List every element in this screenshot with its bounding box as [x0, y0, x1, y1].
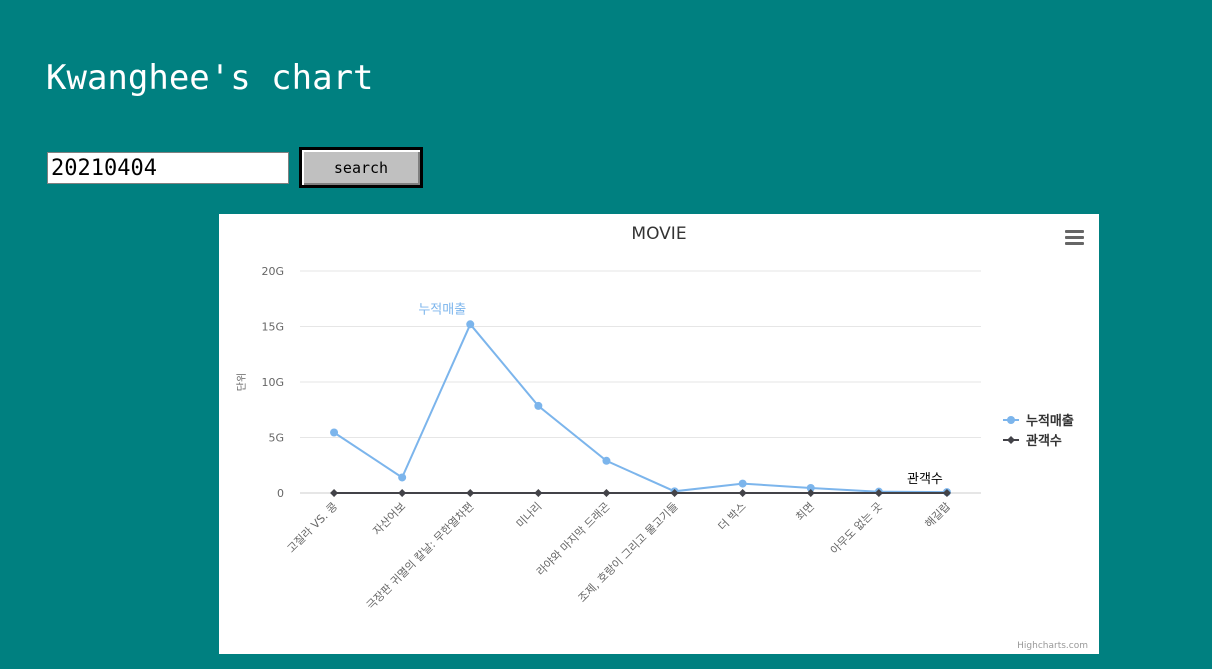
series-point-2 [330, 489, 339, 497]
page-title: Kwanghee's chart [46, 58, 374, 98]
series-point-2 [874, 489, 883, 497]
x-tick-label: 최면 [793, 500, 817, 524]
series-point-2 [942, 489, 951, 497]
legend-item-2[interactable]: 관객수 [1026, 433, 1062, 449]
x-tick-label: 아무도 없는 곳 [828, 500, 885, 557]
x-tick-label: 미나리 [514, 500, 545, 531]
x-tick-label: 자산어보 [370, 500, 408, 538]
x-tick-label: 라야와 마지막 드래곤 [534, 500, 613, 579]
x-tick-label: 더 박스 [716, 500, 749, 533]
series-point-2 [670, 489, 679, 497]
series-point-2 [602, 489, 611, 497]
y-axis-title: 단위 [235, 373, 248, 391]
series-point-2 [466, 489, 475, 497]
y-tick-label: 10G [261, 376, 284, 389]
series-point-1 [738, 479, 747, 488]
series-point-1 [466, 320, 475, 329]
series-point-1 [534, 401, 543, 410]
y-tick-label: 20G [261, 265, 284, 278]
date-input[interactable] [47, 152, 289, 184]
legend-marker-1 [1007, 416, 1015, 424]
series-point-2 [738, 489, 747, 497]
series-point-2 [806, 489, 815, 497]
y-tick-label: 15G [261, 321, 284, 334]
series-label-1: 누적매출 [418, 302, 466, 317]
search-button[interactable]: search [299, 147, 423, 188]
chart-panel: MOVIE 0 5G 10G 15G 20G 단위 고질라 VS. 콩 자산어보 극장판 귀멸의 … [219, 214, 1099, 654]
hamburger-menu-icon[interactable] [1065, 228, 1085, 246]
x-tick-label: 해길랍 [922, 499, 953, 530]
series-line-1 [333, 322, 947, 494]
highcharts-credits[interactable]: Highcharts.com [1017, 641, 1088, 651]
series-point-2 [398, 489, 407, 497]
chart-title: MOVIE [631, 224, 686, 244]
series-point-1 [602, 456, 611, 465]
x-tick-label: 고질라 VS. 콩 [285, 500, 340, 555]
series-point-1 [806, 484, 815, 493]
legend-marker-2 [1007, 436, 1015, 444]
y-tick-label: 5G [268, 432, 284, 445]
series-label-2: 관객수 [907, 472, 943, 487]
legend-item-1[interactable]: 누적매출 [1026, 413, 1074, 429]
series-point-1 [398, 473, 407, 482]
series-point-2 [534, 489, 543, 497]
series-point-1 [330, 428, 339, 437]
y-tick-label: 0 [277, 487, 284, 500]
